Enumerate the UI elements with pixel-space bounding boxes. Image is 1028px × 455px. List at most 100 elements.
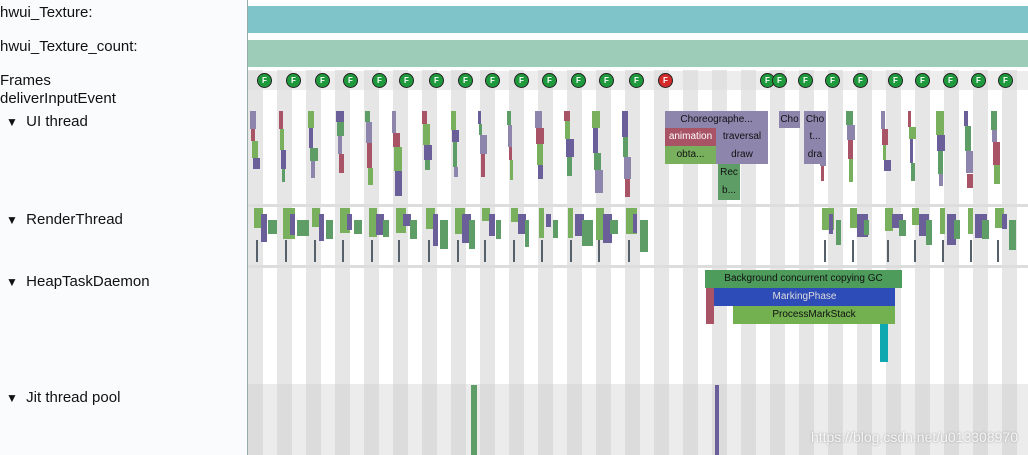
counter-bar [248,40,1028,67]
thin-slice [954,220,961,240]
frame-marker: F [399,73,414,88]
thin-slice [899,220,907,237]
thin-slice [479,123,483,135]
slice[interactable]: ProcessMarkStack [733,306,895,324]
row-band [248,204,1028,207]
track-label[interactable]: ▼ HeapTaskDaemon [0,273,150,290]
thin-slice [882,128,888,146]
thin-slice [908,111,912,128]
thin-slice [403,214,412,227]
thin-slice [909,127,916,140]
thin-slice [311,161,316,179]
thin-slice [975,214,987,239]
thin-slice [847,124,855,140]
expander[interactable]: ▼ [6,115,18,129]
thin-slice [510,159,514,180]
expander[interactable]: ▼ [6,213,18,227]
expander[interactable]: ▼ [6,275,18,289]
thin-slice [937,135,945,152]
thin-slice [393,132,400,148]
slice[interactable]: traversal [716,128,768,146]
track-label[interactable]: ▼ Jit thread pool [0,389,120,406]
thin-slice [424,145,432,160]
thin-slice [622,111,628,137]
thin-slice [508,124,512,148]
thin-slice [250,111,256,129]
label: hwui_Texture: [0,4,93,21]
thin-slice [715,385,719,455]
thin-slice [966,150,973,174]
label: UI thread [26,113,88,130]
slice[interactable]: Rec [718,164,740,182]
thin-slice [892,214,904,229]
thin-slice [338,136,343,154]
thin-slice [633,214,638,234]
thin-slice [282,168,286,182]
thin-slice [594,152,601,171]
thin-slice [850,208,857,229]
thin-slice [457,240,459,262]
frame-marker: F [485,73,500,88]
frame-marker: F [429,73,444,88]
thin-slice [829,214,834,234]
frame-marker: F [458,73,473,88]
thin-slice [857,214,869,238]
thin-slice [426,208,435,229]
frame-marker: F [372,73,387,88]
track-label: Frames [0,72,51,89]
frame-marker: F [629,73,644,88]
slice[interactable]: draw [716,146,768,164]
thin-slice [507,111,512,125]
thin-slice [624,157,631,179]
stripe [683,70,698,455]
thin-slice [366,121,373,143]
thin-slice [283,208,295,240]
stripe [973,70,988,455]
slice[interactable]: Choreographe... [665,111,768,128]
thin-slice [596,208,605,240]
frame-marker: F [915,73,930,88]
slice[interactable]: Cho [779,111,800,128]
thin-slice [392,111,396,133]
expander[interactable]: ▼ [6,391,18,405]
thin-slice [538,165,543,180]
label: hwui_Texture_count: [0,38,138,55]
thin-slice [368,167,374,185]
thin-slice [509,147,512,160]
track-label[interactable]: ▼ RenderThread [0,211,123,228]
frame-marker: F [825,73,840,88]
slice[interactable]: b... [718,182,740,200]
thin-slice [480,135,488,154]
thin-slice [939,174,944,186]
thin-slice [546,214,551,228]
slice[interactable]: animation [665,128,716,146]
thin-slice [310,148,318,162]
stripe [857,70,872,455]
thin-slice [936,111,944,136]
frame-marker: F [853,73,868,88]
slice[interactable]: Background concurrent copying GC [705,270,902,288]
track-label[interactable]: ▼ UI thread [0,113,88,130]
frame-marker: F [888,73,903,88]
thin-slice [883,145,887,161]
thin-slice [994,165,1000,184]
slice[interactable]: Cho [804,111,826,128]
thin-slice [280,128,284,150]
slice[interactable]: t... [804,128,826,146]
stripe [799,70,814,455]
thin-slice [565,121,570,139]
stripe [277,70,292,455]
thin-slice [575,214,585,236]
slice[interactable]: obta... [665,146,716,164]
thin-slice [942,240,944,262]
thin-slice [371,240,373,262]
thin-slice [253,157,261,170]
thin-slice [593,128,599,153]
slice[interactable]: MarkingPhase [714,288,895,306]
slice[interactable]: dra [804,146,826,164]
thin-slice [440,220,448,250]
thin-slice [848,139,853,160]
frame-marker: F [257,73,272,88]
thin-slice [481,153,485,178]
thin-slice [884,160,891,172]
